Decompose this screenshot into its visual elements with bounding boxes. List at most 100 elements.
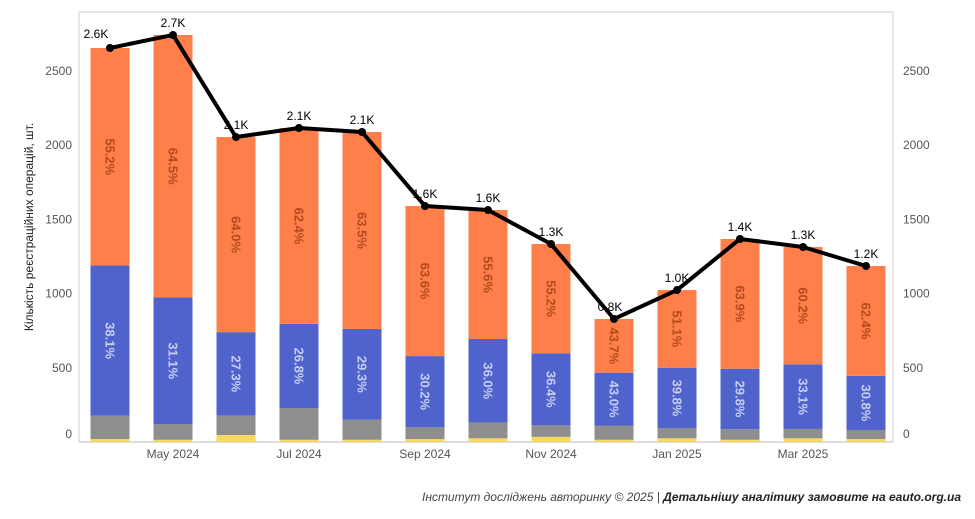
bar-segment-3 <box>405 206 445 357</box>
bar-segment-1 <box>405 427 445 440</box>
segment-percent-label: 33.1% <box>796 378 811 415</box>
bar-segment-1 <box>468 422 508 439</box>
y2-tick-label: 1500 <box>903 212 930 226</box>
y2-tick-label: 2500 <box>903 64 930 78</box>
segment-percent-label: 36.4% <box>544 371 559 408</box>
bar-segment-1 <box>783 428 823 439</box>
bar-segment-1 <box>531 425 571 437</box>
footer-cta: Детальнішу аналітику замовите на eauto.o… <box>663 490 961 504</box>
bar-segment-3 <box>90 47 130 266</box>
bar-segment-1 <box>720 429 760 440</box>
segment-percent-label: 31.1% <box>166 342 181 379</box>
bar-segment-2 <box>594 372 634 426</box>
y-tick-label: 1000 <box>45 287 72 301</box>
segment-percent-label: 30.2% <box>418 373 433 410</box>
total-point <box>484 206 492 215</box>
bar-segment-1 <box>90 415 130 440</box>
segment-percent-label: 43.7% <box>607 327 622 364</box>
bar-segment-3 <box>468 210 508 340</box>
bar-segment-0 <box>720 439 760 442</box>
segment-percent-label: 64.0% <box>229 216 244 253</box>
segment-percent-label: 38.1% <box>103 322 118 359</box>
total-label: 1.0K <box>665 271 690 285</box>
bar-segment-3 <box>216 137 256 333</box>
bar-segment-3 <box>279 127 319 324</box>
segment-percent-label: 55.2% <box>103 138 118 175</box>
bar-segment-3 <box>657 290 697 368</box>
segment-percent-label: 29.8% <box>733 381 748 418</box>
bar-segment-2 <box>342 328 382 420</box>
bar-segment-1 <box>216 415 256 436</box>
segment-percent-label: 36.0% <box>481 362 496 399</box>
footer: Інститут досліджень авторинку © 2025 | Д… <box>422 490 961 504</box>
total-point <box>862 261 870 270</box>
segment-percent-label: 55.6% <box>481 256 496 293</box>
bar-segment-0 <box>657 438 697 442</box>
segment-percent-label: 63.5% <box>355 212 370 249</box>
segment-percent-label: 27.3% <box>229 355 244 392</box>
bar-segment-3 <box>783 247 823 365</box>
total-point <box>736 234 744 243</box>
bar-segment-2 <box>153 297 193 425</box>
bar-segment-2 <box>720 368 760 430</box>
segment-percent-label: 29.3% <box>355 356 370 393</box>
footer-source: Інститут досліджень авторинку © 2025 | <box>422 490 664 504</box>
bar-segment-2 <box>657 367 697 429</box>
bar-segment-2 <box>531 353 571 426</box>
bar-segment-3 <box>594 318 634 373</box>
y-axis-label: Кількість реєстраційних операцій, шт. <box>22 123 36 331</box>
total-point <box>358 127 366 136</box>
segment-percent-label: 43.0% <box>607 381 622 418</box>
total-label: 0.8K <box>598 300 623 314</box>
x-tick-label: Jan 2025 <box>652 447 702 461</box>
x-tick-label: Sep 2024 <box>399 447 451 461</box>
segment-percent-label: 55.2% <box>544 280 559 317</box>
bar-segment-0 <box>594 439 634 442</box>
bar-segment-0 <box>216 435 256 442</box>
bar-segment-0 <box>153 439 193 442</box>
bar-segment-0 <box>468 438 508 442</box>
bar-segment-2 <box>279 323 319 409</box>
y-tick-label: 2500 <box>45 64 72 78</box>
bar-segment-2 <box>90 265 130 416</box>
bar-segment-1 <box>846 429 886 440</box>
total-point <box>169 30 177 39</box>
bar-segment-0 <box>531 436 571 442</box>
segment-percent-label: 63.6% <box>418 263 433 300</box>
bar-segment-1 <box>594 425 634 440</box>
total-label: 2.7K <box>161 16 186 30</box>
bar-segment-0 <box>279 439 319 442</box>
segment-percent-label: 62.4% <box>859 302 874 339</box>
y-tick-label: 500 <box>52 361 72 375</box>
total-point <box>295 123 303 132</box>
total-label: 1.3K <box>539 225 564 239</box>
segment-percent-label: 51.1% <box>670 310 685 347</box>
total-label: 2.1K <box>350 113 375 127</box>
y-tick-label: 1500 <box>45 212 72 226</box>
y2-tick-label: 0 <box>903 427 910 441</box>
total-label: 2.1K <box>287 109 312 123</box>
segment-percent-label: 62.4% <box>292 207 307 244</box>
bar-segment-1 <box>153 424 193 440</box>
total-point <box>610 314 618 323</box>
bar-segment-0 <box>846 439 886 442</box>
bar-segment-2 <box>468 339 508 423</box>
total-label: 1.4K <box>728 220 753 234</box>
bar-segment-2 <box>783 364 823 429</box>
y2-tick-label: 500 <box>903 361 923 375</box>
x-tick-label: Mar 2025 <box>778 447 829 461</box>
bar-segment-2 <box>846 375 886 430</box>
bar-segment-2 <box>405 356 445 428</box>
bar-segment-1 <box>342 419 382 440</box>
bar-segment-3 <box>153 34 193 298</box>
total-label: 1.2K <box>854 247 879 261</box>
total-point <box>547 240 555 249</box>
total-label: 2.1K <box>224 118 249 132</box>
bar-segment-3 <box>720 238 760 369</box>
total-point <box>106 43 114 52</box>
total-label: 1.6K <box>413 187 438 201</box>
segment-percent-label: 26.8% <box>292 348 307 385</box>
total-point <box>232 133 240 142</box>
y2-tick-label: 2000 <box>903 138 930 152</box>
bar-segment-0 <box>90 439 130 442</box>
